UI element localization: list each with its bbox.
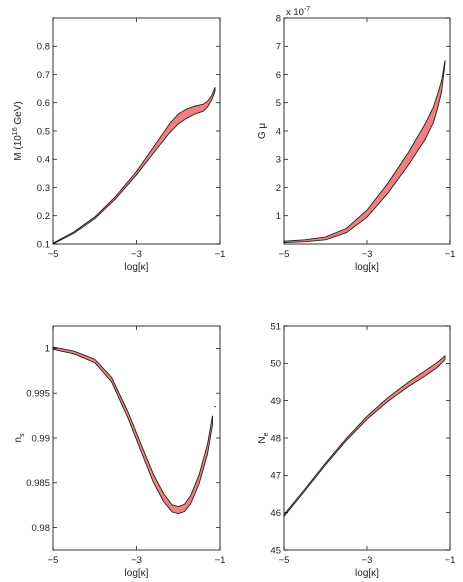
y-tick-label: 48	[270, 433, 281, 444]
y-tick-label: 0.7	[37, 70, 50, 81]
y-tick-label: 47	[270, 471, 281, 482]
y-tick-label: 0.6	[37, 98, 50, 109]
y-axis-label: Ne	[257, 432, 270, 443]
y-multiplier-label: x 10-7	[286, 6, 310, 18]
x-tick-label: −1	[215, 249, 226, 260]
y-axis-label: ns	[13, 433, 26, 443]
data-band-Ne	[283, 354, 446, 518]
chart-panel-M: −5 −3 −1 0.1 0.2 0.3 0.4 0.5 0.6 0.7 0.8 log[κ] M (1…	[12, 17, 226, 273]
x-tick-label: −5	[48, 249, 59, 260]
y-tick-label: 8	[276, 13, 281, 24]
x-tick-label: −3	[362, 555, 373, 566]
x-tick-label: −5	[48, 555, 59, 566]
y-axis-label: M (1016 GeV)	[12, 101, 24, 160]
plot-frame-Ne	[283, 325, 451, 551]
y-tick-label: 0.8	[37, 42, 50, 53]
y-tick-label: 0.2	[37, 211, 50, 222]
y-tick-label: 1	[276, 211, 281, 222]
x-tick-label: −5	[279, 249, 290, 260]
y-tick-label: 4	[276, 126, 281, 137]
plot-frame-M	[52, 17, 221, 245]
y-tick-label: 6	[276, 70, 281, 81]
y-tick-label: 46	[270, 508, 281, 519]
y-tick-label: 51	[270, 321, 281, 332]
y-tick-label: 50	[270, 359, 281, 370]
y-tick-label: 49	[270, 396, 281, 407]
x-tick-label: −5	[279, 555, 290, 566]
x-tick-label: −1	[215, 555, 226, 566]
y-tick-label: 0.995	[26, 389, 50, 400]
chart-panel-Gmu: −5 −3 −1 1 2 3 4 5 6 7 8 log[κ] G μ x 10-7	[257, 6, 455, 273]
y-axis-label: G μ	[257, 123, 268, 140]
x-tick-label: −3	[131, 555, 142, 566]
chart-panel-ns: −5 −3 −1 0.98 0.985 0.99 0.995 1 log[κ] ns	[13, 325, 226, 579]
data-point-ns	[214, 405, 216, 408]
x-axis-label: log[κ]	[355, 262, 379, 273]
y-tick-label: 3	[276, 155, 281, 166]
data-band-Gmu	[283, 60, 446, 244]
x-axis-label: log[κ]	[125, 262, 149, 273]
x-axis-label: log[κ]	[125, 568, 149, 579]
y-tick-label: 0.985	[26, 478, 50, 489]
x-axis-label: log[κ]	[355, 568, 379, 579]
y-tick-label: 45	[270, 545, 281, 556]
y-tick-label: 0.5	[37, 126, 50, 137]
y-tick-label: 7	[276, 42, 281, 53]
y-tick-label: 0.1	[37, 239, 50, 250]
y-tick-label: 1	[45, 344, 50, 355]
x-tick-label: −3	[131, 249, 142, 260]
data-band-ns	[52, 346, 213, 515]
x-tick-label: −3	[362, 249, 373, 260]
y-tick-label: 5	[276, 98, 281, 109]
y-tick-label: 2	[276, 183, 281, 194]
y-tick-label: 0.4	[37, 155, 50, 166]
x-tick-label: −1	[445, 555, 456, 566]
chart-panel-Ne: −5 −3 −1 45 46 47 48 49 50 51 log[κ] Ne	[257, 321, 455, 579]
y-tick-label: 0.98	[32, 523, 51, 534]
x-tick-label: −1	[445, 249, 456, 260]
data-band-M	[52, 87, 216, 245]
y-tick-label: 0.99	[32, 433, 51, 444]
y-tick-label: 0.3	[37, 183, 50, 194]
